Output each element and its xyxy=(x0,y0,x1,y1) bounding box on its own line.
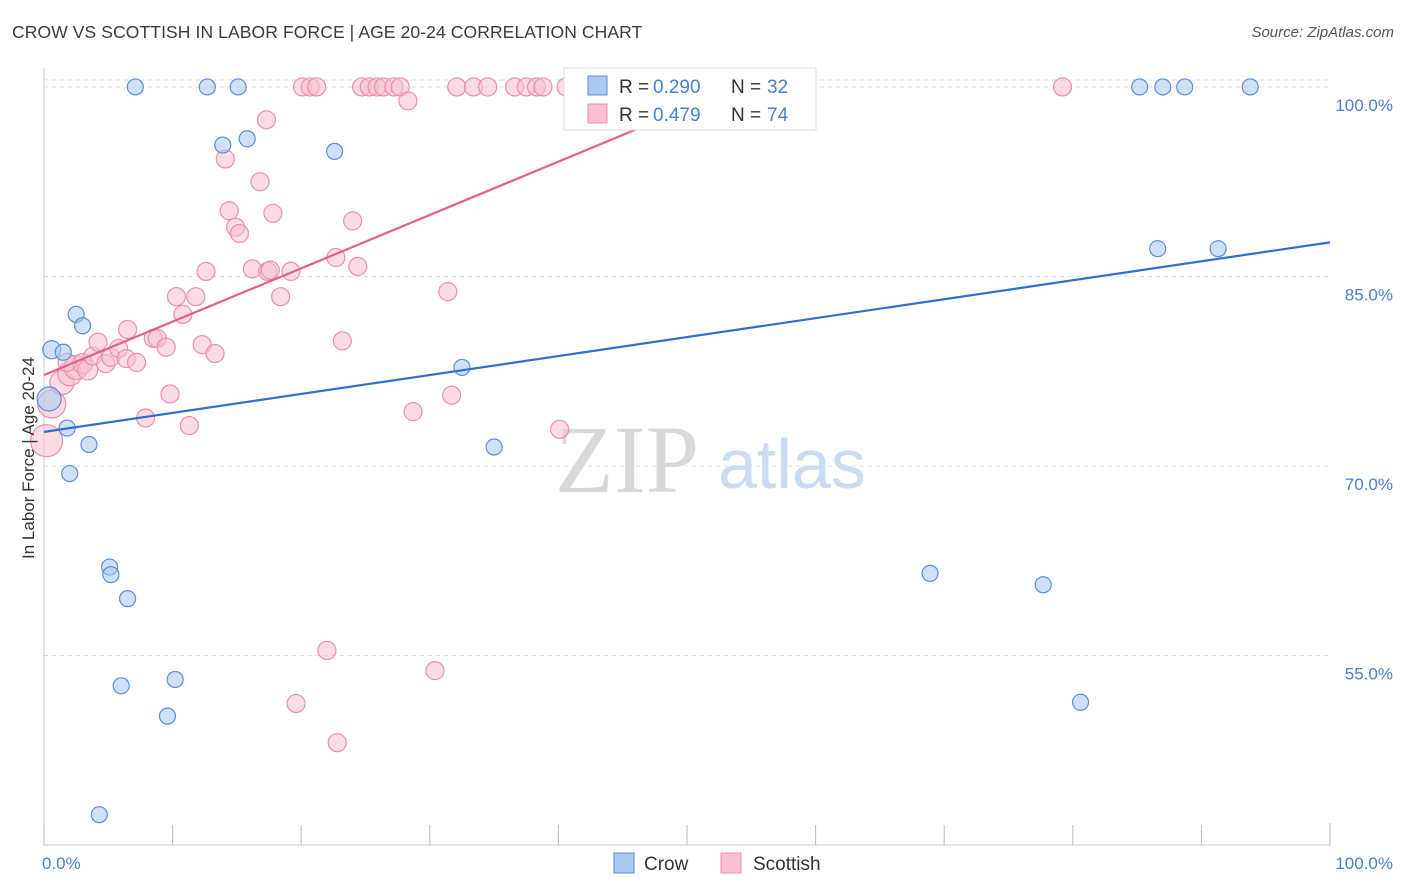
scottish-point xyxy=(229,223,250,244)
scottish-point xyxy=(186,287,206,307)
scottish-r-value: 0.479 xyxy=(653,105,701,126)
crow-point xyxy=(1176,78,1194,96)
scottish-point xyxy=(126,352,147,372)
crow-point xyxy=(921,564,939,582)
crow-point xyxy=(1154,78,1172,96)
scottish-point xyxy=(117,319,138,340)
crow-point xyxy=(326,142,344,160)
scottish-point xyxy=(286,693,306,714)
scottish-point xyxy=(88,332,108,352)
crow-point xyxy=(118,590,137,608)
scottish-stats-line: R = 0.479 N = 74 xyxy=(619,105,789,126)
scottish-point xyxy=(263,203,283,223)
crow-point xyxy=(73,317,92,335)
crow-point xyxy=(158,707,177,725)
crow-point xyxy=(126,78,144,96)
scottish-point xyxy=(29,424,64,458)
crow-point xyxy=(166,670,184,689)
crow-point xyxy=(214,136,232,154)
x-tick-label: 100.0% xyxy=(1335,854,1393,873)
scottish-trendline xyxy=(43,85,739,377)
scottish-point xyxy=(550,419,570,439)
crow-point xyxy=(80,435,98,454)
tick-labels: 55.0% 70.0% 85.0% 100.0% 0.0% 100.0% xyxy=(42,96,1393,873)
y-axis-label: In Labor Force | Age 20-24 xyxy=(19,357,38,559)
scottish-point xyxy=(156,337,176,357)
scottish-n-label: N = xyxy=(731,105,766,126)
series-legend: Crow Scottish xyxy=(613,852,821,875)
scottish-point xyxy=(398,91,418,111)
x-tick-label: 0.0% xyxy=(42,854,81,873)
crow-swatch xyxy=(587,75,608,96)
scottish-swatch xyxy=(587,103,608,124)
crow-point xyxy=(1071,693,1090,711)
crow-trendline xyxy=(43,241,1331,433)
crow-point xyxy=(102,566,120,584)
source-credit: Source: ZipAtlas.com xyxy=(1251,24,1394,41)
watermark-atlas: atlas xyxy=(718,425,866,503)
chart-title: CROW VS SCOTTISH IN LABOR FORCE | AGE 20… xyxy=(12,22,643,42)
crow-point xyxy=(54,343,72,361)
crow-stats-line: R = 0.290 N = 32 xyxy=(619,77,788,98)
crow-point xyxy=(485,438,503,456)
scottish-point xyxy=(332,331,352,351)
legend-scottish-label: Scottish xyxy=(753,854,821,875)
scottish-point xyxy=(343,211,363,231)
crow-n-value: 32 xyxy=(767,77,788,98)
y-tick-label: 70.0% xyxy=(1345,475,1393,494)
crow-r-value: 0.290 xyxy=(653,77,701,98)
legend-crow-swatch xyxy=(613,852,635,874)
crow-point xyxy=(453,358,471,377)
y-tick-label: 85.0% xyxy=(1345,285,1393,304)
legend-scottish-swatch xyxy=(720,852,742,874)
scottish-point xyxy=(307,77,327,97)
scottish-point xyxy=(403,402,423,422)
scottish-point xyxy=(533,77,553,97)
trend-layer xyxy=(43,85,1331,433)
crow-point xyxy=(1131,78,1149,96)
scottish-point xyxy=(348,256,368,276)
scottish-point xyxy=(425,661,445,681)
stats-legend: R = 0.290 N = 32 R = 0.479 N = 74 xyxy=(563,67,817,131)
y-tick-label: 100.0% xyxy=(1335,96,1393,115)
scottish-point xyxy=(250,172,270,192)
scottish-point xyxy=(219,201,239,221)
scottish-point xyxy=(271,287,291,307)
crow-point xyxy=(1241,78,1259,96)
scottish-point xyxy=(1052,77,1073,97)
grid-layer xyxy=(44,79,1330,656)
scottish-point xyxy=(260,260,280,280)
points-layer xyxy=(29,77,1259,824)
scottish-point xyxy=(478,77,498,97)
scottish-point xyxy=(438,282,458,302)
scottish-point xyxy=(179,415,199,436)
scottish-n-value: 74 xyxy=(767,105,789,126)
crow-point xyxy=(90,806,108,824)
crow-point xyxy=(112,677,130,695)
crow-n-label: N = xyxy=(731,77,766,98)
crow-point xyxy=(1209,240,1227,258)
crow-point xyxy=(229,78,247,96)
scottish-point xyxy=(160,384,180,404)
scottish-point xyxy=(447,77,467,97)
scottish-point xyxy=(205,343,225,364)
y-tick-label: 55.0% xyxy=(1345,664,1393,683)
scottish-point xyxy=(256,110,277,130)
crow-point xyxy=(1034,576,1052,594)
scottish-point xyxy=(442,385,462,405)
crow-point xyxy=(238,130,256,148)
crow-point xyxy=(1149,240,1167,258)
scottish-point xyxy=(166,287,187,307)
crow-point xyxy=(61,464,79,483)
scottish-point xyxy=(317,640,337,661)
watermark-zip: ZIP xyxy=(555,406,699,513)
crow-point xyxy=(36,386,62,412)
crow-r-label: R = xyxy=(619,77,654,98)
scottish-r-label: R = xyxy=(619,105,654,126)
scottish-point xyxy=(327,733,347,753)
legend-crow-label: Crow xyxy=(644,854,689,875)
scottish-point xyxy=(196,261,216,282)
crow-point xyxy=(198,78,216,96)
